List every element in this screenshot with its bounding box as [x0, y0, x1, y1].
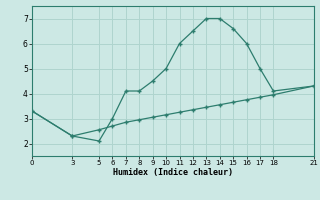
X-axis label: Humidex (Indice chaleur): Humidex (Indice chaleur)	[113, 168, 233, 177]
